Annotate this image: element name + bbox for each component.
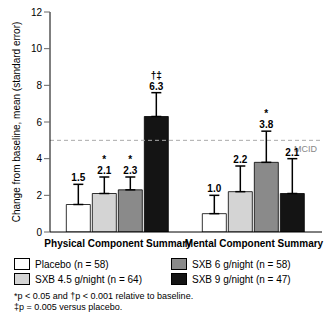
html-text:‡p = 0.005 versus placebo.: ‡p = 0.005 versus placebo. (14, 302, 123, 312)
svg-text:6.3: 6.3 (149, 81, 163, 92)
svg-text:*: * (128, 154, 132, 165)
svg-text:0: 0 (36, 227, 42, 238)
svg-text:MCID: MCID (294, 143, 317, 154)
svg-text:2.1: 2.1 (285, 147, 299, 158)
svg-text:*: * (264, 108, 268, 119)
html-text:Placebo (n = 58): Placebo (n = 58) (35, 258, 109, 270)
svg-text:Mental Component Summary: Mental Component Summary (185, 238, 322, 249)
svg-text:3.8: 3.8 (259, 119, 273, 130)
svg-text:Physical Component Summary: Physical Component Summary (44, 238, 192, 249)
svg-text:10: 10 (31, 43, 43, 54)
svg-text:*: * (102, 154, 106, 165)
html-text:SXB 4.5 g/night (n = 64): SXB 4.5 g/night (n = 64) (35, 273, 142, 285)
svg-text:12: 12 (31, 7, 43, 18)
svg-text:2.3: 2.3 (123, 165, 137, 176)
svg-text:2.2: 2.2 (233, 154, 247, 165)
svg-text:4: 4 (36, 153, 42, 164)
svg-text:†‡: †‡ (151, 70, 162, 81)
svg-text:1.0: 1.0 (207, 183, 221, 194)
html-text:SXB 9 g/night (n = 47): SXB 9 g/night (n = 47) (192, 273, 291, 285)
svg-text:8: 8 (36, 80, 42, 91)
html-text:*p < 0.05 and †p < 0.001 relat: *p < 0.05 and †p < 0.001 relative to bas… (14, 291, 194, 301)
html-text:SXB 6 g/night (n = 58): SXB 6 g/night (n = 58) (192, 258, 291, 270)
svg-text:2.1: 2.1 (97, 165, 111, 176)
svg-text:Change from baseline, mean (st: Change from baseline, mean (standard err… (11, 22, 22, 223)
svg-text:6: 6 (36, 117, 42, 128)
svg-text:2: 2 (36, 190, 42, 201)
svg-text:1.5: 1.5 (71, 172, 85, 183)
